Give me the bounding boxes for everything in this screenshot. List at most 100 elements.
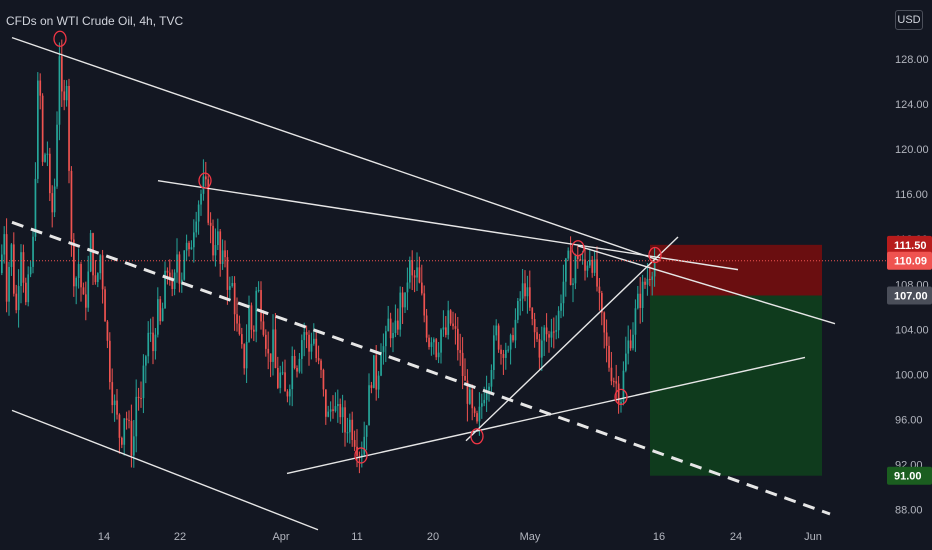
time-tick-label: 20 [427,531,439,543]
candle-body [495,325,498,336]
candle-body [605,332,608,346]
candle-body [128,419,130,421]
candle-body [469,389,471,404]
candle-body [598,286,601,294]
candle-body [185,242,188,251]
price-badge-label: 107.00 [894,291,928,303]
candle-body [37,80,39,179]
candle-body [202,176,205,194]
candle-body [337,403,339,407]
trendline [577,245,836,325]
price-tick-label: 100.00 [895,369,929,381]
time-tick-label: 22 [174,531,186,543]
candle-body [293,356,296,368]
candle-body [1,254,3,273]
candle-body [562,281,565,304]
candle-body [565,258,567,282]
candle-body [428,337,430,347]
candle-body [646,278,649,285]
candle-body [346,432,349,434]
candle-body [406,282,409,293]
price-badge-label: 111.50 [894,240,926,252]
candle-body [111,382,114,406]
time-tick-label: May [520,531,541,543]
time-tick-label: 11 [351,531,362,543]
candle-body [541,340,543,358]
candle-body [620,401,622,404]
candle-body [397,320,399,330]
candle-body [101,255,104,290]
candle-body [603,312,606,333]
candle-body [5,234,8,302]
candle-body [53,186,56,213]
candle-body [385,331,387,347]
candle-body [430,342,433,347]
candle-body [262,321,265,335]
candle-body [457,328,459,351]
candle-body [25,282,27,303]
candle-body [212,225,214,256]
price-badge [887,286,932,305]
candle-body [41,95,44,162]
time-axis[interactable]: 14 22 Apr 11 20 May 16 24 Jun [98,531,822,543]
candle-body [490,369,493,387]
candle-body [548,334,550,338]
candle-body [545,327,548,335]
candle-body [257,290,260,292]
candle-body [373,355,375,388]
candle-body [632,334,634,349]
pivot-marker [470,428,484,445]
candle-body [188,242,190,250]
candle-body [181,279,183,284]
stop-loss-zone [650,244,822,296]
candle-body [500,349,502,355]
candle-body [517,301,519,320]
candle-body [149,332,152,334]
candle-body [507,349,510,351]
candle-body [207,179,210,223]
candle-body [97,273,99,283]
candle-body [409,260,411,283]
candle-body [226,257,229,290]
candle-body [140,398,142,400]
candle-body [416,267,418,278]
candle-body [613,381,615,383]
candle-body [591,259,594,273]
candle-body [555,330,558,332]
candle-body [289,389,291,397]
candle-body [80,264,82,288]
currency-selector[interactable]: USD [895,10,923,30]
candle-body [421,282,423,294]
candle-body [538,339,541,358]
time-tick-label: Jun [804,531,822,543]
candle-body [637,293,639,309]
candle-body [229,286,231,290]
price-badge-label: 91.00 [894,471,922,483]
time-tick-label: 16 [653,531,665,543]
candle-body [629,340,632,349]
candle-body [356,446,358,456]
candle-body [447,310,450,335]
chart-title: CFDs on WTI Crude Oil, 4h, TVC [6,14,184,28]
candle-body [154,334,157,352]
candle-body [166,270,169,273]
candle-body [224,250,226,258]
candle-body [274,329,277,368]
candle-body [135,396,138,437]
candle-body [85,294,87,308]
candle-body [238,323,241,335]
pivot-marker [571,240,585,257]
trendline [286,356,806,475]
candle-body [277,367,279,388]
candle-body [519,298,522,302]
candle-body [171,280,174,290]
pivot-marker [354,447,368,464]
candle-body [553,331,555,333]
candle-body [87,271,90,308]
candle-body [478,406,481,422]
candle-body [51,193,54,213]
candle-body [351,419,354,441]
candle-body [365,425,368,437]
candle-body [344,407,346,433]
